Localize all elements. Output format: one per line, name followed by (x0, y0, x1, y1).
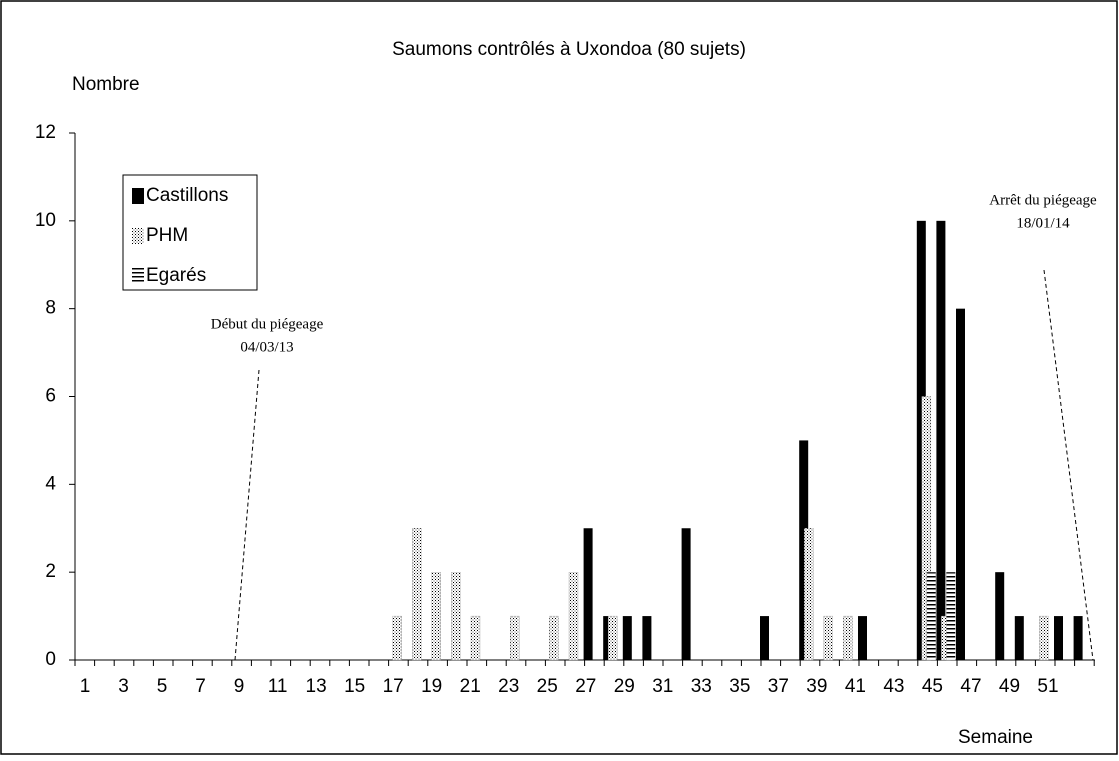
x-tick-label: 27 (575, 676, 596, 697)
annotation: Arrêt du piégeage (989, 192, 1097, 208)
y-tick-label: 2 (45, 561, 56, 582)
bar (1039, 615, 1049, 661)
x-tick-label: 47 (960, 676, 981, 697)
x-tick-label: 29 (614, 676, 635, 697)
annotation-line (1043, 269, 1094, 661)
y-tick-label: 10 (35, 210, 56, 231)
bar (843, 615, 853, 661)
y-tick-label: 12 (35, 122, 56, 143)
bar (622, 616, 632, 660)
x-tick-label: 13 (306, 676, 327, 697)
bar (451, 572, 461, 661)
bar (412, 528, 422, 661)
bar (936, 220, 946, 661)
legend-swatch (132, 268, 144, 284)
x-tick-label: 21 (460, 676, 481, 697)
x-tick-label: 33 (691, 676, 712, 697)
x-tick-label: 17 (383, 676, 404, 697)
legend-label: Castillons (146, 185, 228, 206)
x-tick-label: 31 (652, 676, 673, 697)
annotation: 18/01/14 (1016, 215, 1070, 231)
bar (1014, 616, 1024, 660)
bar (926, 572, 936, 661)
bar (642, 616, 652, 660)
x-tick-label: 1 (80, 676, 91, 697)
bar (583, 528, 593, 660)
annotation: 04/03/13 (240, 339, 293, 355)
x-tick-label: 39 (806, 676, 827, 697)
bar (1073, 616, 1083, 660)
bar (549, 615, 559, 661)
bar (956, 308, 965, 660)
x-tick-label: 41 (845, 676, 866, 697)
x-tick-label: 43 (883, 676, 904, 697)
bar (995, 572, 1005, 660)
y-tick-label: 0 (45, 649, 56, 670)
bar (946, 572, 956, 661)
bar (603, 616, 613, 660)
x-tick-label: 45 (922, 676, 943, 697)
bar (858, 616, 867, 660)
y-tick-label: 8 (45, 298, 56, 319)
x-tick-label: 51 (1037, 676, 1058, 697)
x-tick-label: 25 (537, 676, 558, 697)
legend-swatch (132, 188, 144, 204)
x-tick-label: 23 (498, 676, 519, 697)
bar (799, 440, 809, 660)
legend-label: PHM (146, 225, 188, 246)
annotation-line (234, 369, 260, 661)
x-tick-label: 15 (344, 676, 365, 697)
annotation: Début du piégeage (211, 316, 324, 332)
bar (823, 615, 833, 661)
bar (568, 572, 579, 661)
x-tick-label: 7 (195, 676, 206, 697)
x-tick-label: 19 (421, 676, 442, 697)
bar (470, 615, 481, 661)
legend (122, 174, 258, 291)
bar (510, 615, 520, 661)
y-axis-label: Nombre (72, 74, 140, 95)
x-tick-label: 11 (268, 676, 288, 697)
bar (431, 572, 441, 661)
x-tick-label: 35 (729, 676, 750, 697)
x-tick-label: 3 (118, 676, 129, 697)
bar (681, 528, 691, 660)
y-tick-label: 6 (45, 386, 56, 407)
bar (760, 616, 769, 660)
x-tick-label: 37 (768, 676, 789, 697)
chart-title: Saumons contrôlés à Uxondoa (80 sujets) (392, 39, 746, 60)
x-tick-label: 9 (234, 676, 245, 697)
x-axis-label: Semaine (958, 727, 1033, 748)
x-tick-label: 49 (999, 676, 1020, 697)
legend-label: Egarés (146, 265, 206, 286)
bar (1054, 616, 1063, 660)
y-tick-label: 4 (45, 473, 56, 494)
bar (916, 220, 926, 661)
bar (392, 615, 402, 661)
x-tick-label: 5 (157, 676, 168, 697)
bar (608, 615, 618, 661)
legend-swatch (132, 228, 144, 244)
bar (921, 396, 931, 661)
bar (804, 528, 814, 661)
